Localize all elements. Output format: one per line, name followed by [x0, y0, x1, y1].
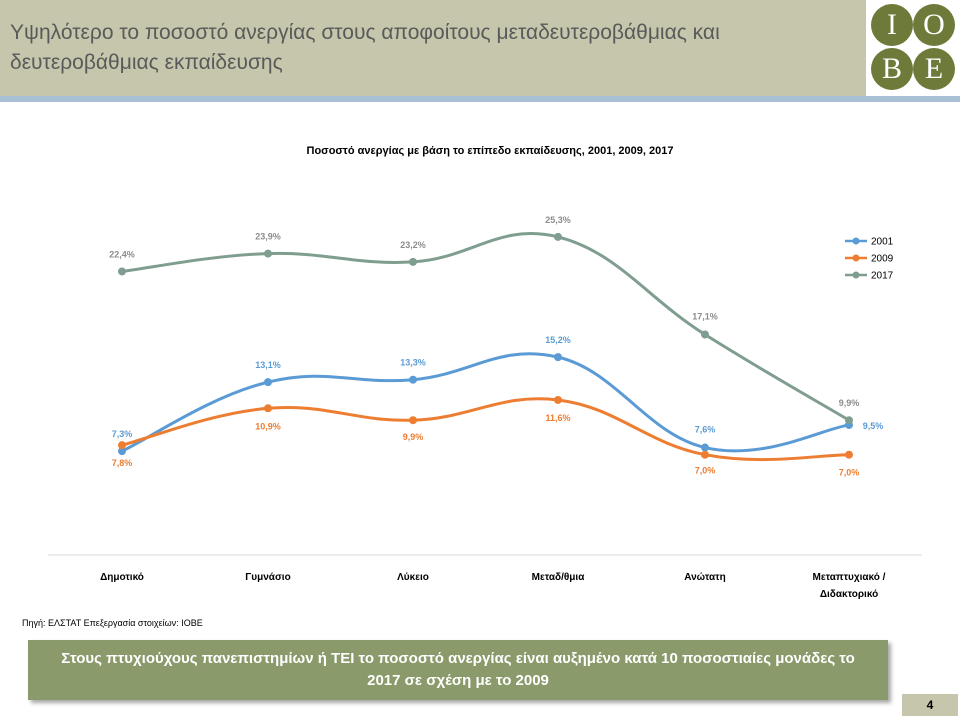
data-point-2017 [845, 416, 853, 425]
x-tick-label: Λύκειο [397, 572, 429, 583]
data-point-2009 [701, 450, 709, 459]
x-tick-label: Μεταπτυχιακό / Διδακτορικό [813, 572, 886, 600]
x-tick-label: Γυμνάσιο [245, 572, 290, 583]
legend-swatch-marker [852, 254, 860, 262]
data-point-2017 [264, 249, 272, 258]
data-label-2001: 7,3% [112, 429, 133, 439]
data-point-2017 [701, 330, 709, 339]
data-label-2017: 17,1% [692, 312, 718, 322]
data-label-2001: 7,6% [695, 425, 716, 435]
source-note: Πηγή: ΕΛΣΤΑΤ Επεξεργασία στοιχείων: ΙΟΒΕ [22, 618, 203, 628]
data-label-2009: 7,8% [112, 458, 133, 468]
header-stripe [0, 96, 960, 102]
data-label-2017: 23,9% [255, 232, 281, 242]
data-label-2001: 9,5% [863, 421, 884, 431]
header-bar: Υψηλότερο το ποσοστό ανεργίας στους αποφ… [0, 0, 960, 96]
logo-letter: B [871, 48, 913, 90]
series-line-2001 [121, 352, 850, 453]
series-line-2009 [121, 397, 850, 462]
data-label-2009: 7,0% [695, 466, 716, 476]
data-label-2017: 23,2% [400, 240, 426, 250]
data-point-2017 [409, 257, 417, 266]
x-tick-label: Δημοτικό [100, 572, 144, 583]
chart-title: Ποσοστό ανεργίας με βάση το επίπεδο εκπα… [307, 145, 674, 157]
logo-letter: E [913, 48, 955, 90]
data-point-2009 [845, 450, 853, 459]
data-point-2017 [554, 232, 562, 241]
page-number: 4 [902, 694, 958, 716]
iobe-logo: I O B E [866, 0, 960, 96]
data-point-2001 [701, 443, 709, 452]
logo-letter: O [913, 4, 955, 46]
legend-label: 2001 [871, 237, 894, 248]
data-point-2001 [554, 353, 562, 362]
data-point-2009 [554, 395, 562, 404]
x-tick-label: Ανώτατη [684, 572, 725, 583]
series-line-2017 [121, 232, 850, 422]
legend-swatch-marker [852, 237, 860, 245]
data-point-2001 [409, 375, 417, 384]
data-point-2009 [118, 441, 126, 450]
data-label-2009: 9,9% [403, 432, 424, 442]
data-point-2009 [409, 416, 417, 425]
data-label-2017: 25,3% [545, 215, 571, 225]
x-tick-label: Μεταδ/θμια [532, 572, 586, 583]
data-label-2009: 7,0% [839, 468, 860, 478]
data-point-2001 [264, 378, 272, 387]
data-label-2001: 13,3% [400, 358, 426, 368]
data-label-2001: 15,2% [545, 335, 571, 345]
data-point-2009 [264, 404, 272, 413]
logo-letter: I [871, 4, 913, 46]
callout-box: Στους πτυχιούχους πανεπιστημίων ή ΤΕΙ το… [28, 640, 888, 700]
page-title: Υψηλότερο το ποσοστό ανεργίας στους αποφ… [10, 21, 720, 74]
callout-text: Στους πτυχιούχους πανεπιστημίων ή ΤΕΙ το… [61, 650, 855, 689]
unemployment-line-chart: Ποσοστό ανεργίας με βάση το επίπεδο εκπα… [48, 145, 922, 600]
data-label-2001: 13,1% [255, 360, 281, 370]
data-point-2017 [118, 267, 126, 276]
legend-label: 2017 [871, 271, 894, 282]
data-point-2001 [118, 447, 126, 456]
legend-label: 2009 [871, 254, 894, 265]
legend-swatch-marker [852, 271, 860, 279]
data-label-2009: 10,9% [255, 421, 281, 431]
data-label-2017: 9,9% [839, 398, 860, 408]
data-label-2017: 22,4% [109, 249, 135, 259]
data-label-2009: 11,6% [545, 413, 570, 423]
